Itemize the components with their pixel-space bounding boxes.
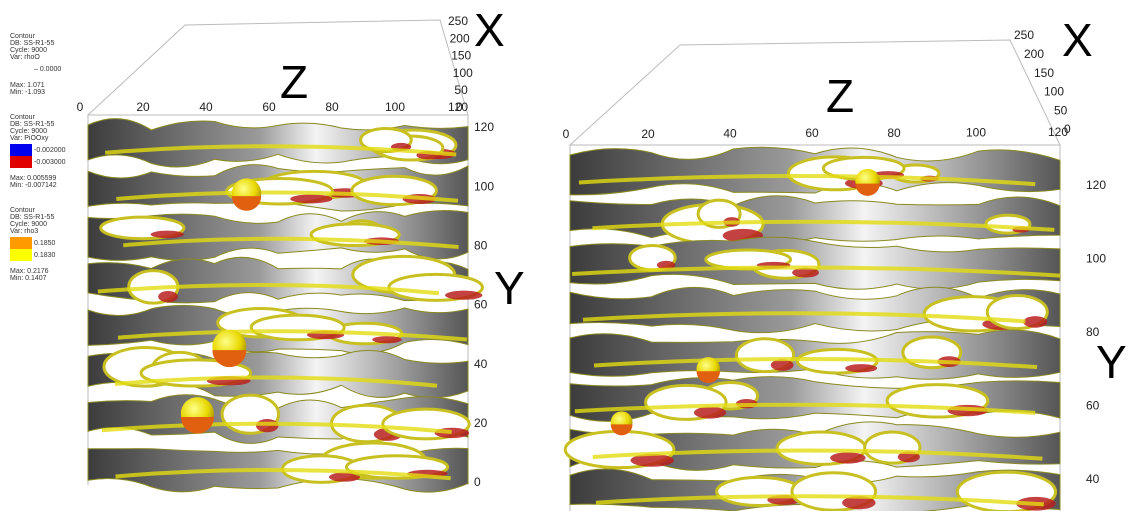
axis-tick-label: 20 (136, 100, 150, 114)
legend-text: Max: 1.071 (10, 82, 45, 89)
axis-tick-label: 0 (77, 100, 84, 114)
axis-tick-label: 0 (456, 100, 463, 114)
legend-text: Var: PiOOxy (10, 135, 49, 142)
legend-text: DB: SS-R1-55 (10, 40, 54, 47)
legend-text: DB: SS-R1-55 (10, 121, 54, 128)
legend-text: Min: 0.1407 (10, 275, 47, 282)
axis-tick-label: 100 (966, 126, 986, 140)
red-contour (158, 291, 178, 302)
axis-tick-label: 100 (474, 179, 494, 193)
panel-render (565, 40, 1060, 511)
axis-tick-label: 50 (1054, 103, 1068, 117)
axis-tick-label: 100 (1044, 85, 1064, 99)
axis-title: Y (494, 262, 525, 314)
axis-tick-label: 80 (887, 126, 901, 140)
legend-text: Contour (10, 33, 36, 40)
legend-text: Var: rhoO (10, 54, 40, 61)
axis-title: Z (826, 70, 854, 122)
legend-text: DB: SS-R1-55 (10, 214, 54, 221)
axis-tick-label: 150 (451, 49, 471, 63)
axis-tick-label: 250 (1014, 28, 1034, 42)
legend-level: -0.003000 (34, 159, 66, 166)
axis-tick-label: 150 (1034, 66, 1054, 80)
red-contour (1023, 316, 1047, 328)
axis-tick-label: 100 (453, 66, 473, 80)
legend-swatch (10, 237, 32, 249)
axis-tick-label: 0 (474, 475, 481, 489)
axis-tick-label: 60 (805, 126, 819, 140)
axis-title: X (1062, 14, 1093, 66)
axis-title: X (474, 4, 505, 56)
axis-tick-label: 120 (474, 120, 494, 134)
legend-text: Contour (10, 114, 36, 121)
legend-text: Min: -0.007142 (10, 182, 57, 189)
axis-tick-label: 250 (448, 14, 468, 28)
axis-tick-label: 20 (641, 127, 655, 141)
legend-level: -0.002000 (34, 147, 66, 154)
axis-tick-label: 0 (1064, 122, 1071, 136)
axis-tick-label: 60 (1086, 399, 1100, 413)
legend-text: Max: 0.2176 (10, 268, 49, 275)
legend-text: Cycle: 9000 (10, 221, 47, 228)
axis-tick-label: 60 (474, 298, 488, 312)
surface-band (570, 196, 1060, 243)
axis-tick-label: 0 (563, 127, 570, 141)
figure: ContourDB: SS-R1-55Cycle: 9000Var: rhoO–… (0, 0, 1134, 511)
legend-text: Max: 0.005599 (10, 175, 56, 182)
axis-tick-label: 50 (454, 83, 468, 97)
red-contour (372, 336, 401, 343)
legend-text: Contour (10, 207, 36, 214)
legend-text: Var: rho3 (10, 228, 38, 235)
legend-level: – 0.0000 (34, 66, 61, 73)
axis-title: Y (1096, 336, 1127, 388)
axis-tick-label: 40 (1086, 472, 1100, 486)
axis-tick-label: 200 (450, 31, 470, 45)
sphere-cap (855, 184, 880, 196)
axis-tick-label: 80 (474, 239, 488, 253)
legend-text: Cycle: 9000 (10, 128, 47, 135)
red-contour (830, 452, 865, 463)
red-contour (694, 407, 726, 419)
legend-text: Cycle: 9000 (10, 47, 47, 54)
axis-tick-label: 120 (1086, 178, 1106, 192)
axis-tick-label: 200 (1024, 47, 1044, 61)
legend-level: 0.1850 (34, 240, 56, 247)
axis-title: Z (280, 56, 308, 108)
legend-level: 0.1830 (34, 252, 56, 259)
axis-tick-label: 40 (474, 357, 488, 371)
legend-swatch (10, 156, 32, 168)
axis-tick-label: 80 (325, 100, 339, 114)
sphere-cap (232, 196, 261, 211)
axis-tick-label: 20 (474, 416, 488, 430)
legend-text: Min: -1.093 (10, 89, 45, 96)
axis-tick-label: 40 (723, 127, 737, 141)
axis-tick-label: 100 (385, 100, 405, 114)
red-contour (151, 231, 184, 239)
axis-tick-label: 100 (1086, 252, 1106, 266)
axis-tick-label: 60 (262, 100, 276, 114)
scene (88, 20, 1060, 511)
axis-tick-label: 40 (199, 100, 213, 114)
legend-swatch (10, 249, 32, 261)
red-contour (845, 364, 877, 372)
red-contour (290, 194, 332, 203)
legend-swatch (10, 144, 32, 156)
